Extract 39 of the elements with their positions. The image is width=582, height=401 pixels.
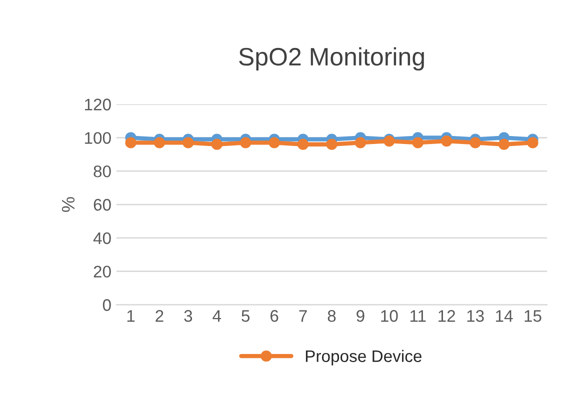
x-tick-label: 10 [381,310,398,322]
y-tick-label: 60 [94,198,111,211]
y-tick-label: 20 [94,266,111,278]
x-tick-label: 3 [184,310,192,322]
point [125,137,136,148]
point [412,137,424,148]
legend-label: Propose Device [306,350,422,366]
chart-title: SpO2 Monitoring [239,47,424,71]
y-tick-label: 0 [102,299,111,311]
point [498,138,510,150]
y-tick-label: 120 [85,98,111,110]
x-tick-label: 5 [242,310,250,322]
y-tick-label: 40 [93,232,111,244]
point [154,137,166,148]
point [297,138,309,150]
point [326,138,338,150]
point [268,137,280,148]
x-tick-label: 13 [467,310,484,322]
y-axis-title: % [62,197,75,212]
x-tick-label: 15 [524,310,542,322]
x-tick-label: 4 [212,310,222,322]
point [527,137,538,148]
x-tick-label: 12 [438,310,456,322]
point [354,137,366,148]
x-tick-label: 11 [410,310,426,322]
x-tick-label: 14 [496,310,513,322]
x-tick-label: 1 [127,310,135,322]
point [240,137,252,148]
point [182,137,194,148]
point [211,138,222,150]
x-tick-label: 7 [299,310,307,322]
x-tick-label: 9 [356,310,364,322]
y-tick-label: 80 [94,165,111,178]
point [441,135,452,147]
x-tick-label: 6 [270,310,278,322]
y-tick-label: 100 [85,132,111,144]
x-tick-label: 2 [156,310,164,322]
point [470,137,481,148]
x-tick-label: 8 [328,310,336,322]
